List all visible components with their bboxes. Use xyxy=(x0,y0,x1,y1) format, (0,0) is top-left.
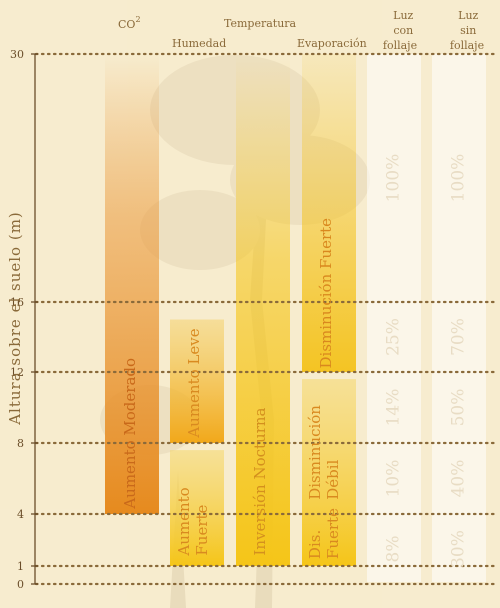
y-tick-label: 1 xyxy=(17,560,24,573)
bar-humedad xyxy=(170,319,224,443)
bar-label-co2: Aumento Moderado xyxy=(121,358,139,510)
light-with-foliage-value: 100% xyxy=(384,154,404,203)
bar-label-temperatura: Inversión Nocturna xyxy=(251,407,269,555)
light-without-foliage-value: 30% xyxy=(449,530,469,568)
bar-evaporacion xyxy=(302,54,356,372)
light-without-foliage-value: 50% xyxy=(449,389,469,427)
light-with-foliage-value: 25% xyxy=(384,318,404,356)
header-co2: CO2 xyxy=(118,15,141,31)
header-temperatura: Temperatura xyxy=(224,17,297,30)
bar-humedad xyxy=(170,450,224,566)
bar-co2 xyxy=(105,54,159,514)
bar-label-evaporacion: Débil xyxy=(324,459,342,499)
y-tick-label: 30 xyxy=(10,48,24,61)
light-with-foliage-value: 8% xyxy=(384,536,404,563)
header-evaporacion: Evaporación xyxy=(297,37,367,50)
light-without-foliage-value: 40% xyxy=(449,460,469,498)
y-tick-label: 4 xyxy=(17,508,24,521)
light-without-foliage-column xyxy=(432,54,486,582)
light-with-foliage-value: 14% xyxy=(384,389,404,427)
y-tick-label: 8 xyxy=(17,437,24,450)
bar-label-evaporacion: Dis. xyxy=(306,530,324,559)
header-humedad: Humedad xyxy=(172,37,226,50)
bar-label-evaporacion: Disminución xyxy=(306,405,324,500)
light-without-foliage-value: 70% xyxy=(449,318,469,356)
bar-label-humedad: Aumento Leve xyxy=(185,328,203,438)
y-axis-label: Altura sobre el suelo (m) xyxy=(6,211,24,426)
header-luz-sin-follaje: Luz sin follaje xyxy=(450,9,484,52)
y-tick-label: 0 xyxy=(17,578,24,591)
y-tick-label: 12 xyxy=(10,366,24,379)
bar-evaporacion xyxy=(302,379,356,566)
bar-label-evaporacion: Fuerte xyxy=(324,508,342,559)
header-luz-con-follaje: Luz con follaje xyxy=(383,9,417,52)
light-without-foliage-value: 100% xyxy=(449,154,469,203)
y-tick-label: 16 xyxy=(10,296,24,309)
light-with-foliage-value: 10% xyxy=(384,460,404,498)
bar-temperatura xyxy=(236,54,290,566)
bar-label-humedad: Fuerte xyxy=(193,504,211,555)
bar-label-evaporacion: Disminución Fuerte xyxy=(317,218,335,369)
light-with-foliage-column xyxy=(367,54,421,582)
bar-label-humedad: Aumento xyxy=(175,487,193,556)
